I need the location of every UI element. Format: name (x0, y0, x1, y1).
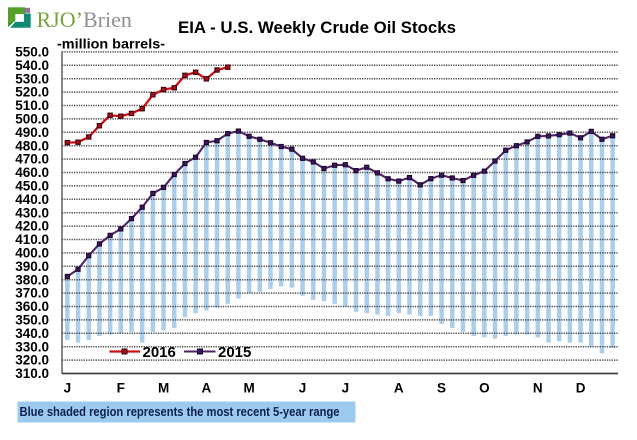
svg-text:430.0: 430.0 (15, 205, 49, 220)
svg-text:400.0: 400.0 (15, 246, 49, 261)
svg-text:340.0: 340.0 (15, 326, 49, 341)
svg-text:O: O (479, 381, 490, 396)
svg-text:J: J (299, 381, 307, 396)
svg-text:480.0: 480.0 (15, 138, 49, 153)
svg-text:EIA - U.S. Weekly Crude Oil St: EIA - U.S. Weekly Crude Oil Stocks (178, 18, 456, 37)
svg-text:380.0: 380.0 (15, 272, 49, 287)
svg-text:440.0: 440.0 (15, 192, 49, 207)
svg-text:M: M (158, 381, 169, 396)
svg-text:460.0: 460.0 (15, 165, 49, 180)
svg-text:330.0: 330.0 (15, 339, 49, 354)
svg-text:Blue shaded region represents: Blue shaded region represents the most r… (20, 405, 340, 419)
svg-text:F: F (117, 381, 125, 396)
svg-text:410.0: 410.0 (15, 232, 49, 247)
svg-text:-million barrels-: -million barrels- (57, 35, 165, 51)
svg-text:530.0: 530.0 (15, 71, 49, 86)
svg-text:A: A (394, 381, 404, 396)
svg-text:RJO’Brien: RJO’Brien (37, 7, 132, 32)
svg-text:2015: 2015 (218, 344, 251, 361)
svg-text:510.0: 510.0 (15, 98, 49, 113)
svg-text:360.0: 360.0 (15, 299, 49, 314)
svg-text:350.0: 350.0 (15, 313, 49, 328)
svg-text:320.0: 320.0 (15, 353, 49, 368)
svg-text:N: N (533, 381, 543, 396)
svg-text:520.0: 520.0 (15, 85, 49, 100)
svg-text:470.0: 470.0 (15, 152, 49, 167)
svg-text:M: M (243, 381, 254, 396)
svg-text:370.0: 370.0 (15, 286, 49, 301)
svg-text:490.0: 490.0 (15, 125, 49, 140)
svg-text:390.0: 390.0 (15, 259, 49, 274)
svg-text:D: D (576, 381, 586, 396)
svg-text:500.0: 500.0 (15, 112, 49, 127)
svg-text:S: S (437, 381, 446, 396)
svg-text:550.0: 550.0 (15, 45, 49, 60)
svg-text:A: A (201, 381, 211, 396)
svg-text:420.0: 420.0 (15, 219, 49, 234)
svg-text:2016: 2016 (143, 344, 176, 361)
svg-text:540.0: 540.0 (15, 58, 49, 73)
svg-text:310.0: 310.0 (15, 366, 49, 381)
svg-text:450.0: 450.0 (15, 179, 49, 194)
svg-text:J: J (342, 381, 350, 396)
svg-text:J: J (64, 381, 72, 396)
